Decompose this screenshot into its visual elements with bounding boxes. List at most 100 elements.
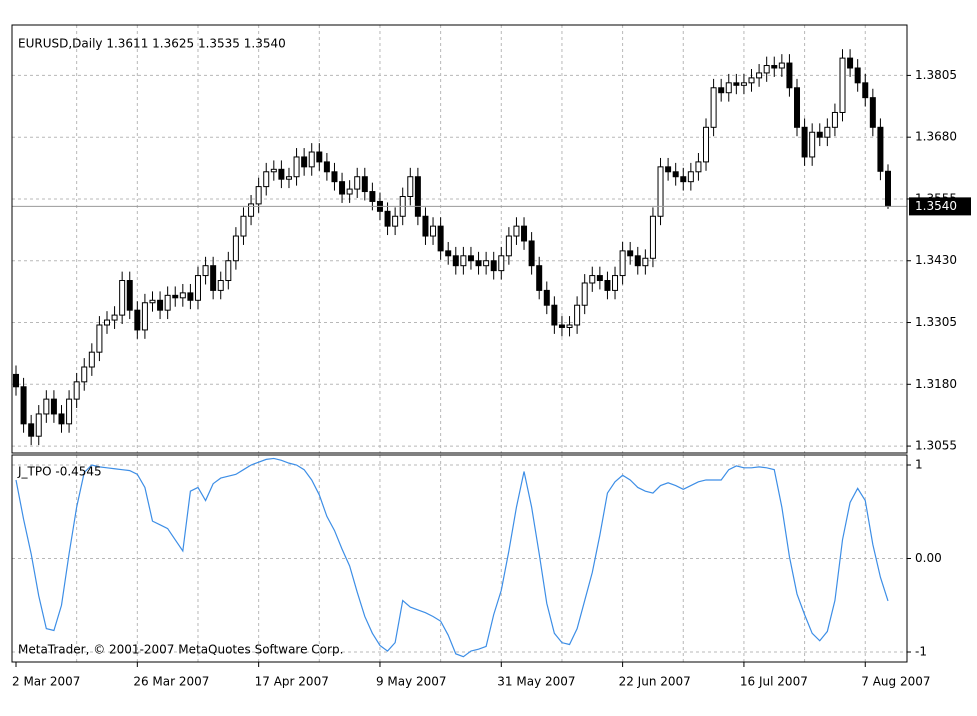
candle-body bbox=[778, 62, 785, 69]
candle-body bbox=[558, 324, 565, 328]
candle-body bbox=[854, 67, 861, 84]
candle-body bbox=[824, 126, 831, 138]
candle-body bbox=[179, 292, 186, 299]
candle-body bbox=[596, 275, 603, 282]
candle-body bbox=[28, 423, 35, 437]
last-price-box bbox=[909, 197, 971, 216]
candle-body bbox=[202, 265, 209, 277]
candle-body bbox=[187, 292, 194, 301]
candle-body bbox=[361, 176, 368, 193]
candle-body bbox=[498, 255, 505, 272]
candle-body bbox=[13, 373, 19, 388]
chart-title: EURUSD,Daily 1.3611 1.3625 1.3535 1.3540 bbox=[18, 37, 286, 51]
copyright: MetaTrader, © 2001-2007 MetaQuotes Softw… bbox=[18, 643, 343, 657]
candle-body bbox=[414, 176, 421, 217]
candle-body bbox=[422, 215, 429, 237]
candle-body bbox=[521, 225, 528, 242]
y-tick-label: 1 bbox=[915, 458, 923, 472]
candle-body bbox=[354, 176, 361, 190]
candle-body bbox=[210, 265, 217, 291]
candle-body bbox=[225, 260, 232, 282]
x-tick-label: 2 Mar 2007 bbox=[12, 675, 80, 689]
candle-body bbox=[536, 265, 543, 291]
candle-body bbox=[490, 260, 497, 272]
candle-body bbox=[566, 324, 573, 328]
candle-body bbox=[452, 255, 459, 267]
candle-body bbox=[35, 413, 42, 437]
candle-body bbox=[513, 225, 520, 237]
candle-body bbox=[81, 366, 88, 383]
candle-body bbox=[756, 72, 763, 79]
indicator-title: J_TPO -0.4545 bbox=[17, 465, 102, 479]
candle-body bbox=[763, 65, 770, 74]
candle-body bbox=[786, 62, 793, 89]
candle-body bbox=[703, 126, 710, 163]
x-tick-label: 16 Jul 2007 bbox=[740, 675, 808, 689]
candle-body bbox=[232, 235, 239, 262]
candle-body bbox=[801, 126, 808, 158]
candle-body bbox=[316, 151, 323, 163]
candle-body bbox=[248, 203, 255, 217]
candle-body bbox=[725, 82, 732, 94]
candle-body bbox=[710, 87, 717, 128]
candle-body bbox=[771, 65, 778, 69]
x-tick-label: 7 Aug 2007 bbox=[861, 675, 930, 689]
candle-body bbox=[369, 191, 376, 202]
candle-body bbox=[126, 280, 133, 311]
candle-body bbox=[50, 398, 57, 415]
x-tick-label: 31 May 2007 bbox=[497, 675, 575, 689]
candle-body bbox=[430, 225, 437, 237]
candle-body bbox=[88, 351, 95, 368]
candle-body bbox=[574, 304, 581, 326]
candle-body bbox=[285, 176, 292, 180]
candle-body bbox=[733, 82, 740, 86]
y-tick-label: 1.3055 bbox=[915, 439, 957, 453]
candle-body bbox=[149, 299, 156, 304]
candle-body bbox=[695, 161, 702, 173]
candle-body bbox=[460, 255, 467, 267]
candle-body bbox=[103, 319, 110, 326]
candle-body bbox=[847, 57, 854, 69]
candle-body bbox=[240, 215, 247, 237]
candle-body bbox=[794, 87, 801, 128]
candle-body bbox=[111, 314, 118, 321]
candle-body bbox=[157, 299, 164, 311]
candle-body bbox=[862, 82, 869, 99]
candle-body bbox=[839, 57, 846, 113]
candle-body bbox=[748, 77, 755, 84]
candle-body bbox=[831, 111, 838, 128]
candle-body bbox=[308, 151, 315, 168]
candle-body bbox=[278, 168, 285, 180]
y-tick-label: 0.00 bbox=[915, 551, 942, 565]
price-panel bbox=[11, 24, 908, 454]
y-tick-label: 1.3180 bbox=[915, 377, 957, 391]
candle-body bbox=[73, 381, 80, 400]
x-tick-label: 9 May 2007 bbox=[376, 675, 447, 689]
candle-body bbox=[483, 260, 490, 267]
candle-body bbox=[437, 225, 444, 252]
last-price-label: 1.3540 bbox=[915, 199, 957, 213]
candle-body bbox=[687, 171, 694, 183]
candle-body bbox=[392, 215, 399, 227]
candle-body bbox=[604, 280, 611, 291]
candle-body bbox=[877, 126, 884, 172]
candle-body bbox=[672, 171, 679, 178]
candle-body bbox=[194, 275, 201, 301]
candle-body bbox=[20, 386, 27, 425]
x-tick-label: 17 Apr 2007 bbox=[255, 675, 329, 689]
candle-body bbox=[270, 168, 277, 173]
candle-body bbox=[58, 413, 65, 425]
y-tick-label: 1.3430 bbox=[915, 253, 957, 267]
candle-body bbox=[551, 304, 558, 326]
candle-body bbox=[740, 82, 747, 86]
candle-body bbox=[407, 176, 414, 197]
candle-body bbox=[809, 131, 816, 158]
candle-body bbox=[445, 250, 452, 257]
x-tick-label: 26 Mar 2007 bbox=[133, 675, 209, 689]
candle-body bbox=[680, 176, 687, 183]
x-tick-label: 22 Jun 2007 bbox=[619, 675, 691, 689]
y-tick-label: 1.3805 bbox=[915, 68, 957, 82]
candle-body bbox=[323, 161, 330, 173]
candle-body bbox=[627, 250, 634, 257]
